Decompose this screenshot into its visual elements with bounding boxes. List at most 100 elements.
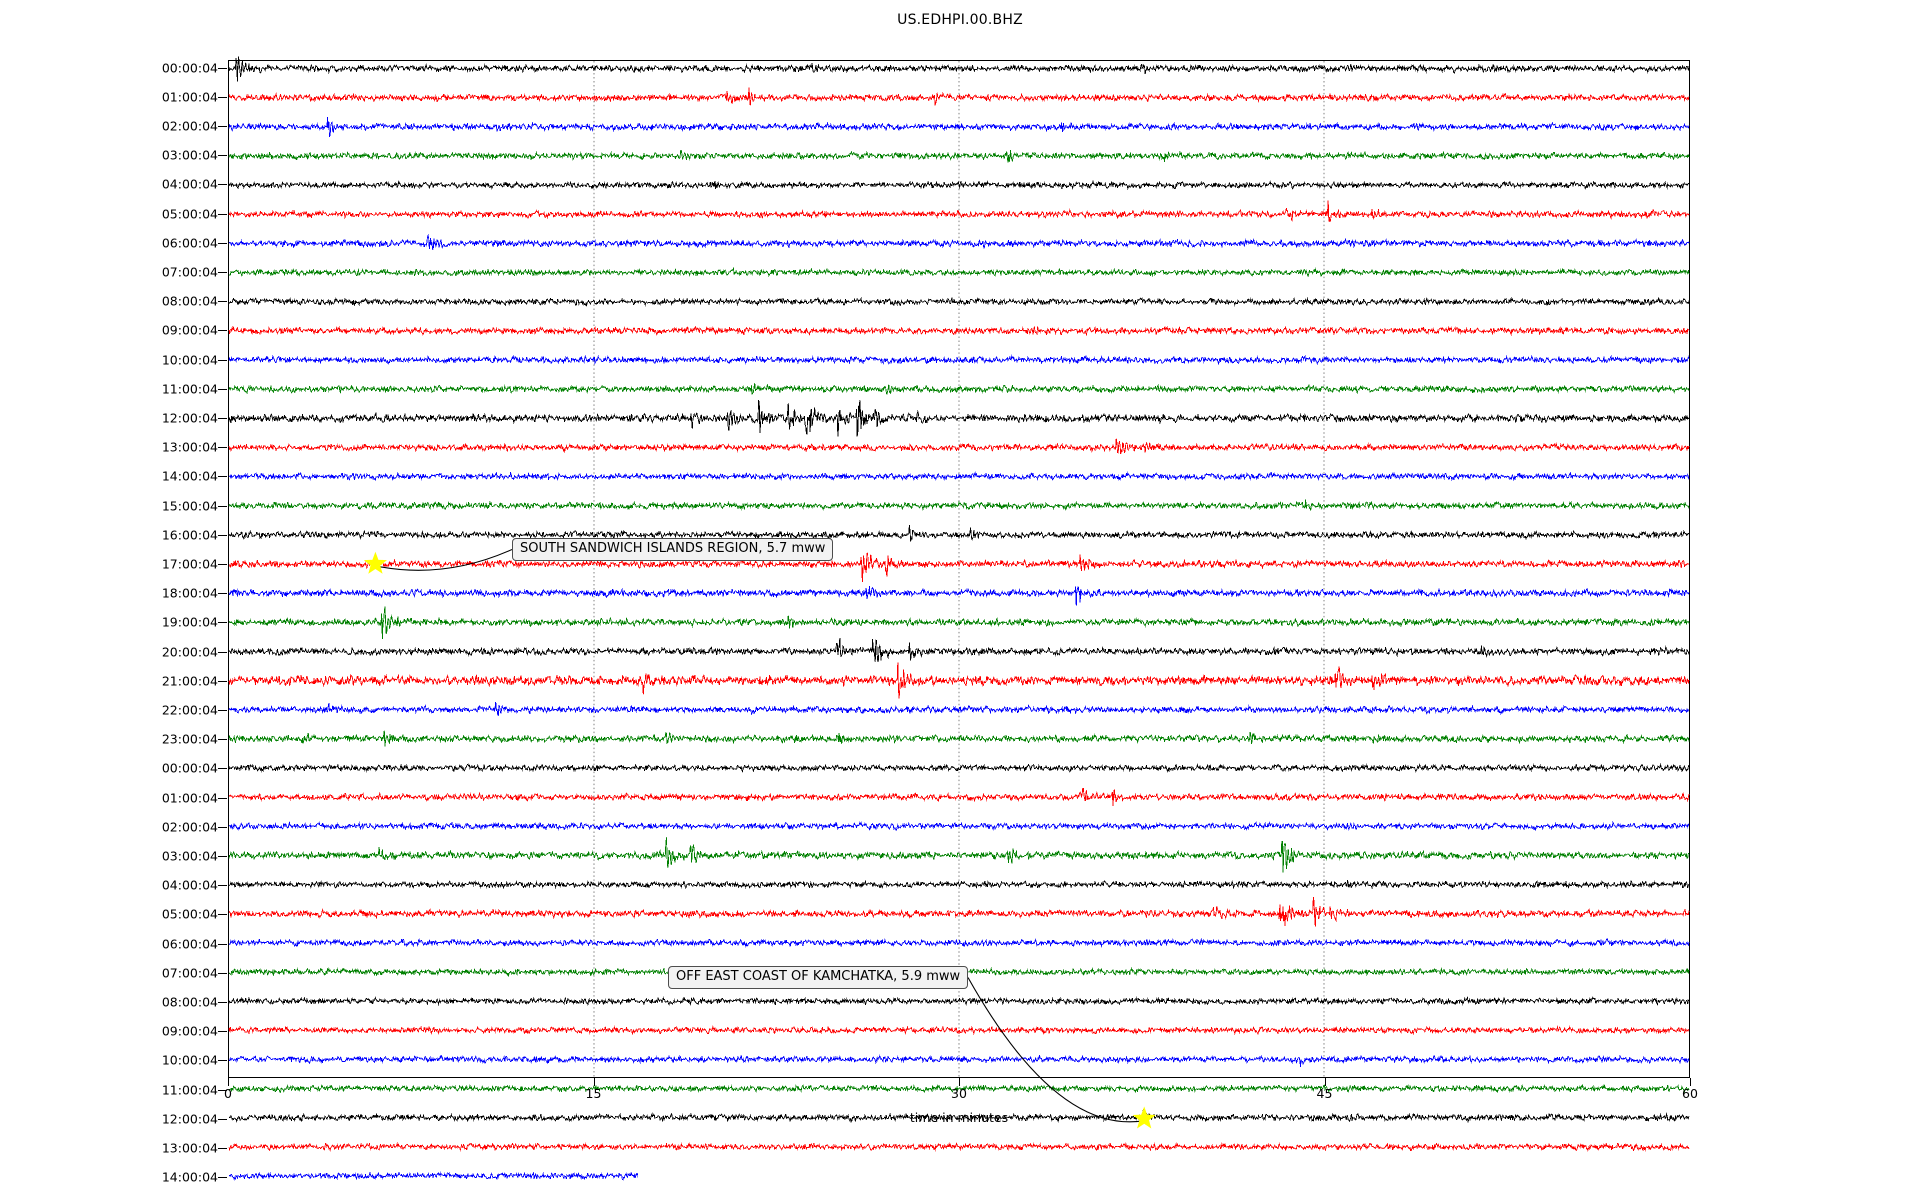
event-annotation-label: SOUTH SANDWICH ISLANDS REGION, 5.7 mww <box>512 538 834 562</box>
y-axis-tick-label: 13:00:04 <box>161 1140 218 1156</box>
y-axis-tick-mark <box>218 184 227 186</box>
y-axis-tick-mark <box>218 476 227 478</box>
y-axis-tick-label: 01:00:04 <box>161 89 218 105</box>
seismic-trace <box>228 1025 1690 1036</box>
y-axis-tick-mark <box>218 447 227 449</box>
y-axis-tick-label: 13:00:04 <box>161 439 218 455</box>
x-axis-tick-mark <box>228 1078 229 1086</box>
y-axis-tick-mark <box>218 855 227 857</box>
x-axis-tick-label: 15 <box>585 1086 602 1101</box>
y-axis-tick-label: 12:00:04 <box>161 1111 218 1127</box>
y-axis-tick-label: 11:00:04 <box>161 1082 218 1097</box>
seismic-trace <box>228 879 1690 890</box>
seismic-trace <box>228 56 1690 82</box>
seismic-trace <box>228 896 1690 927</box>
y-axis-tick-label: 01:00:04 <box>161 790 218 805</box>
y-axis-tick-mark <box>218 1031 227 1033</box>
y-axis-tick-mark <box>218 826 227 828</box>
seismic-trace <box>228 354 1690 366</box>
seismic-trace <box>228 267 1690 278</box>
y-axis-tick-mark <box>218 359 227 361</box>
y-axis-tick-mark <box>218 593 227 595</box>
seismic-trace <box>228 400 1690 437</box>
y-axis-tick-mark <box>218 213 227 215</box>
seismic-trace <box>228 296 1690 308</box>
y-axis-tick-label: 08:00:04 <box>161 293 218 309</box>
seismic-trace <box>228 762 1690 773</box>
y-axis-tick-label: 08:00:04 <box>161 994 218 1010</box>
seismic-trace <box>228 638 1690 662</box>
seismic-trace <box>228 87 1690 106</box>
page-title: US.EDHPI.00.BHZ <box>897 12 1023 28</box>
seismic-trace <box>228 116 1690 138</box>
seismic-trace <box>228 200 1690 223</box>
y-axis-tick-mark <box>218 155 227 157</box>
y-axis-tick-mark <box>218 1118 227 1120</box>
event-annotation-label: OFF EAST COAST OF KAMCHATKA, 5.9 mww <box>668 966 969 990</box>
x-axis-tick-label: 45 <box>1316 1086 1333 1101</box>
x-axis-tick-mark <box>959 1078 960 1086</box>
y-axis-tick-label: 09:00:04 <box>161 1023 218 1039</box>
y-axis-tick-label: 00:00:04 <box>161 60 218 75</box>
y-axis-tick-label: 03:00:04 <box>161 848 218 864</box>
seismic-trace <box>228 787 1690 807</box>
y-axis-tick-label: 14:00:04 <box>161 1169 218 1185</box>
y-axis-tick-label: 00:00:04 <box>161 760 218 776</box>
y-axis-tick-label: 05:00:04 <box>161 906 218 922</box>
seismic-trace <box>228 701 1690 717</box>
seismic-trace <box>228 1054 1690 1068</box>
seismic-trace <box>228 730 1690 747</box>
y-axis-tick-label: 23:00:04 <box>161 731 218 747</box>
y-axis-tick-mark <box>218 96 227 98</box>
y-axis-tick-mark <box>218 301 227 303</box>
y-axis-tick-mark <box>218 534 227 536</box>
y-axis-tick-mark <box>218 914 227 916</box>
y-axis-tick-label: 11:00:04 <box>161 381 218 397</box>
x-axis-title: time in minutes <box>909 1110 1009 1125</box>
seismic-trace <box>228 1108 1690 1124</box>
y-axis-tick-mark <box>218 505 227 507</box>
y-axis-tick-mark <box>218 1147 227 1149</box>
y-axis-tick-label: 02:00:04 <box>161 118 218 134</box>
seismic-trace <box>228 820 1690 832</box>
y-axis-tick-mark <box>218 885 227 887</box>
seismic-trace <box>228 1171 639 1181</box>
y-axis-tick-mark <box>218 330 227 332</box>
y-axis-tick-label: 06:00:04 <box>161 936 218 951</box>
seismic-trace <box>228 325 1690 337</box>
y-axis-tick-label: 02:00:04 <box>161 819 218 835</box>
seismic-trace <box>228 552 1690 582</box>
seismic-trace <box>228 149 1690 163</box>
y-axis-tick-label: 20:00:04 <box>161 644 218 659</box>
y-axis-tick-mark <box>218 972 227 974</box>
y-axis-tick-mark <box>218 943 227 945</box>
y-axis-tick-label: 04:00:04 <box>161 176 218 192</box>
y-axis-tick-label: 19:00:04 <box>161 614 218 630</box>
x-axis-tick-label: 0 <box>224 1086 232 1101</box>
y-axis-tick-mark <box>218 709 227 711</box>
y-axis-tick-mark <box>218 739 227 741</box>
seismic-trace <box>228 1142 1690 1152</box>
y-axis-tick-mark <box>218 1001 227 1003</box>
y-axis-tick-label: 04:00:04 <box>161 877 218 893</box>
y-axis-tick-mark <box>218 271 227 273</box>
y-axis-tick-mark <box>218 125 227 127</box>
seismic-trace <box>228 662 1690 699</box>
seismic-trace <box>228 234 1690 251</box>
seismic-trace <box>228 471 1690 482</box>
seismic-traces-layer <box>228 56 1690 1181</box>
seismic-trace <box>228 438 1690 455</box>
seismic-trace <box>228 837 1690 873</box>
y-axis-tick-mark <box>218 1060 227 1062</box>
y-axis-tick-mark <box>218 388 227 390</box>
y-axis-tick-label: 22:00:04 <box>161 702 218 718</box>
y-axis-tick-mark <box>218 417 227 419</box>
y-axis-tick-label: 07:00:04 <box>161 965 218 981</box>
plot-axes-frame <box>228 56 1690 1181</box>
y-axis-tick-label: 05:00:04 <box>161 206 218 221</box>
y-axis-tick-mark <box>218 67 227 69</box>
y-axis-tick-mark <box>218 768 227 770</box>
y-axis-tick-label: 06:00:04 <box>161 235 218 251</box>
seismic-trace <box>228 1083 1690 1094</box>
